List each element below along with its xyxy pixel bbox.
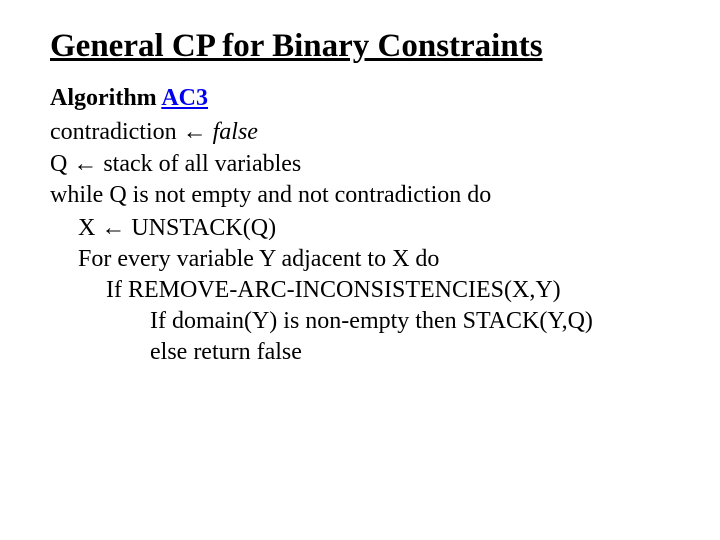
pseudocode-line-1: contradiction ← false xyxy=(50,116,670,148)
algorithm-name-link[interactable]: AC3 xyxy=(161,85,208,111)
line1-text-a: contradiction xyxy=(50,119,183,145)
line4-text-a: X xyxy=(78,215,101,241)
algorithm-heading: Algorithm AC3 xyxy=(50,85,670,112)
page-title: General CP for Binary Constraints xyxy=(50,28,670,65)
line2-text-b: stack of all variables xyxy=(97,151,301,177)
pseudocode-line-7: If domain(Y) is non-empty then STACK(Y,Q… xyxy=(50,306,670,337)
pseudocode-line-6: If REMOVE-ARC-INCONSISTENCIES(X,Y) xyxy=(50,275,670,306)
pseudocode-line-3: while Q is not empty and not contradicti… xyxy=(50,180,670,211)
pseudocode-line-2: Q ← stack of all variables xyxy=(50,148,670,180)
line4-text-b: UNSTACK(Q) xyxy=(125,215,276,241)
pseudocode-line-5: For every variable Y adjacent to X do xyxy=(50,244,670,275)
line2-text-a: Q xyxy=(50,151,73,177)
line1-text-b: false xyxy=(207,119,258,145)
pseudocode-line-8: else return false xyxy=(50,337,670,368)
algorithm-label: Algorithm xyxy=(50,85,161,111)
left-arrow-icon: ← xyxy=(183,118,207,145)
left-arrow-icon: ← xyxy=(101,214,125,241)
pseudocode-line-4: X ← UNSTACK(Q) xyxy=(50,212,670,244)
left-arrow-icon: ← xyxy=(73,150,97,177)
